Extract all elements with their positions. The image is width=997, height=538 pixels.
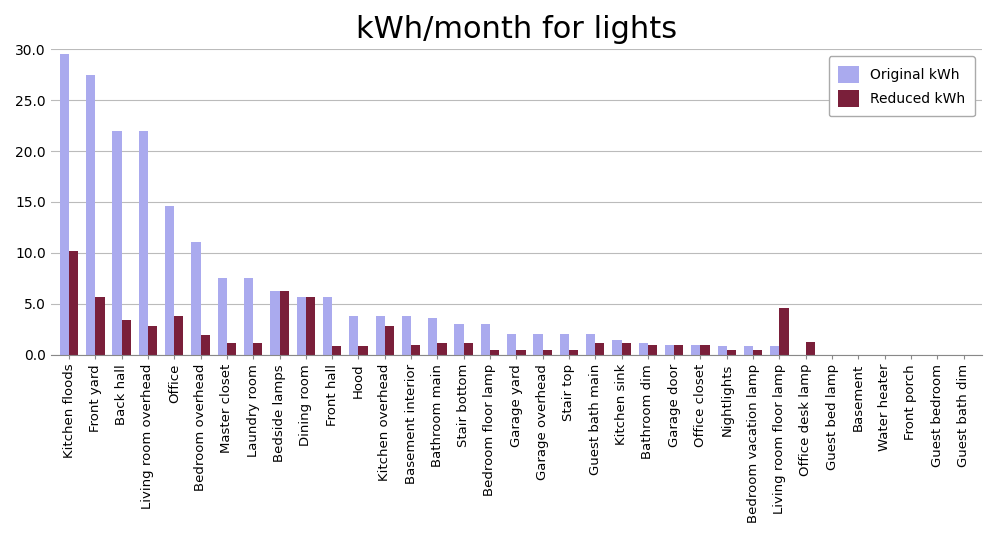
Bar	[217, 278, 227, 355]
Bar	[297, 297, 306, 355]
Bar	[148, 327, 158, 355]
Bar	[674, 345, 683, 355]
Bar	[270, 291, 279, 355]
Bar	[507, 335, 516, 355]
Bar	[113, 131, 122, 355]
Bar	[595, 343, 604, 355]
Bar	[69, 251, 78, 355]
Bar	[411, 345, 421, 355]
Bar	[244, 278, 253, 355]
Bar	[359, 346, 368, 355]
Bar	[86, 75, 96, 355]
Bar	[586, 335, 595, 355]
Bar	[139, 131, 148, 355]
Bar	[639, 343, 648, 355]
Bar	[227, 343, 236, 355]
Bar	[385, 327, 394, 355]
Bar	[727, 350, 736, 355]
Bar	[771, 346, 780, 355]
Bar	[718, 346, 727, 355]
Bar	[402, 316, 411, 355]
Bar	[376, 316, 385, 355]
Bar	[648, 345, 657, 355]
Bar	[174, 316, 183, 355]
Bar	[200, 336, 209, 355]
Title: kWh/month for lights: kWh/month for lights	[356, 15, 677, 44]
Bar	[253, 343, 262, 355]
Bar	[612, 339, 621, 355]
Bar	[96, 297, 105, 355]
Bar	[780, 308, 789, 355]
Bar	[279, 291, 289, 355]
Bar	[753, 350, 763, 355]
Bar	[490, 350, 499, 355]
Bar	[122, 320, 131, 355]
Bar	[60, 54, 69, 355]
Bar	[349, 316, 359, 355]
Bar	[701, 345, 710, 355]
Bar	[191, 242, 200, 355]
Bar	[533, 335, 542, 355]
Bar	[464, 343, 473, 355]
Bar	[455, 324, 464, 355]
Bar	[559, 335, 569, 355]
Bar	[166, 206, 174, 355]
Bar	[481, 324, 490, 355]
Bar	[428, 318, 438, 355]
Bar	[542, 350, 551, 355]
Bar	[306, 297, 315, 355]
Bar	[569, 350, 578, 355]
Legend: Original kWh, Reduced kWh: Original kWh, Reduced kWh	[829, 56, 975, 116]
Bar	[806, 342, 815, 355]
Bar	[621, 343, 631, 355]
Bar	[691, 345, 701, 355]
Bar	[332, 346, 341, 355]
Bar	[665, 345, 674, 355]
Bar	[744, 346, 753, 355]
Bar	[323, 297, 332, 355]
Bar	[438, 343, 447, 355]
Bar	[516, 350, 525, 355]
